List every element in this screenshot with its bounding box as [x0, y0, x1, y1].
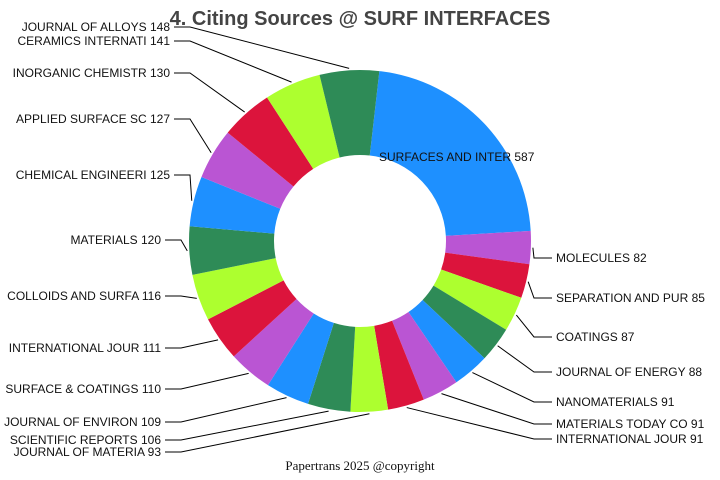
slice-label: COLLOIDS AND SURFA 116 [7, 289, 161, 303]
leader-line [165, 397, 287, 423]
leader-line [472, 372, 552, 403]
leader-line [441, 393, 552, 425]
donut-slice [227, 97, 314, 187]
slice-label: INTERNATIONAL JOUR 91 [556, 432, 704, 446]
slice-label: COATINGS 87 [556, 330, 635, 344]
leader-line [165, 239, 188, 252]
slice-label: JOURNAL OF ENERGY 88 [556, 365, 702, 379]
slice-label: SEPARATION AND PUR 85 [556, 291, 705, 305]
donut-slice [189, 176, 281, 234]
leader-line [515, 314, 552, 338]
slice-label: NANOMATERIALS 91 [556, 395, 675, 409]
donut-slice [192, 258, 284, 320]
leader-line [174, 72, 245, 113]
slice-label: MATERIALS 120 [71, 233, 162, 247]
donut-slice [408, 299, 485, 383]
leader-line [532, 247, 552, 259]
leader-line [497, 345, 552, 373]
leader-line [165, 339, 219, 349]
donut-slice [441, 252, 530, 298]
donut-slices [189, 70, 531, 412]
leader-line [174, 118, 212, 154]
leader-line [165, 295, 197, 299]
leader-line [174, 174, 193, 201]
leader-line [406, 407, 552, 440]
slice-label: JOURNAL OF ENVIRON 109 [4, 415, 161, 429]
slice-label: JOURNAL OF MATERIA 93 [14, 445, 162, 459]
slice-labels: SURFACES AND INTER 587 MOLECULES 82 SEPARA… [4, 20, 705, 459]
slice-label: MOLECULES 82 [556, 251, 647, 265]
slice-label: CERAMICS INTERNATI 141 [18, 34, 171, 48]
slice-label: SURFACE & COATINGS 110 [5, 382, 161, 396]
leader-line [527, 281, 552, 299]
donut-slice [392, 312, 457, 400]
leader-line [165, 413, 370, 453]
slice-label: INTERNATIONAL JOUR 111 [9, 341, 162, 355]
donut-slice [267, 313, 334, 404]
donut-slice [233, 299, 314, 386]
donut-slice [267, 74, 340, 169]
donut-slice [433, 269, 522, 330]
donut-slice [308, 322, 356, 412]
donut-slice [208, 280, 297, 357]
leader-lines [165, 26, 552, 453]
slice-label: SURFACES AND INTER 587 [379, 150, 535, 164]
copyright-footer: Papertrans 2025 @copyright [285, 458, 435, 473]
slice-label: CHEMICAL ENGINEERI 125 [16, 168, 171, 182]
donut-slice [445, 230, 531, 265]
slice-label: APPLIED SURFACE SC 127 [16, 112, 170, 126]
donut-slice [189, 226, 276, 275]
leader-line [174, 40, 292, 83]
leader-line [165, 372, 249, 390]
slice-label: SCIENTIFIC REPORTS 106 [10, 433, 161, 447]
chart-title: 4. Citing Sources @ SURF INTERFACES [170, 8, 551, 30]
slice-label: INORGANIC CHEMISTR 130 [13, 66, 171, 80]
donut-slice [422, 285, 507, 359]
leader-line [165, 410, 329, 441]
donut-slice [201, 132, 294, 209]
leader-line [174, 26, 350, 69]
donut-slice [319, 70, 380, 158]
donut-slice [350, 325, 389, 412]
slice-label: MATERIALS TODAY CO 91 [556, 417, 705, 431]
donut-slice [369, 71, 531, 236]
slice-label: JOURNAL OF ALLOYS 148 [22, 20, 171, 34]
donut-slice [374, 320, 424, 410]
